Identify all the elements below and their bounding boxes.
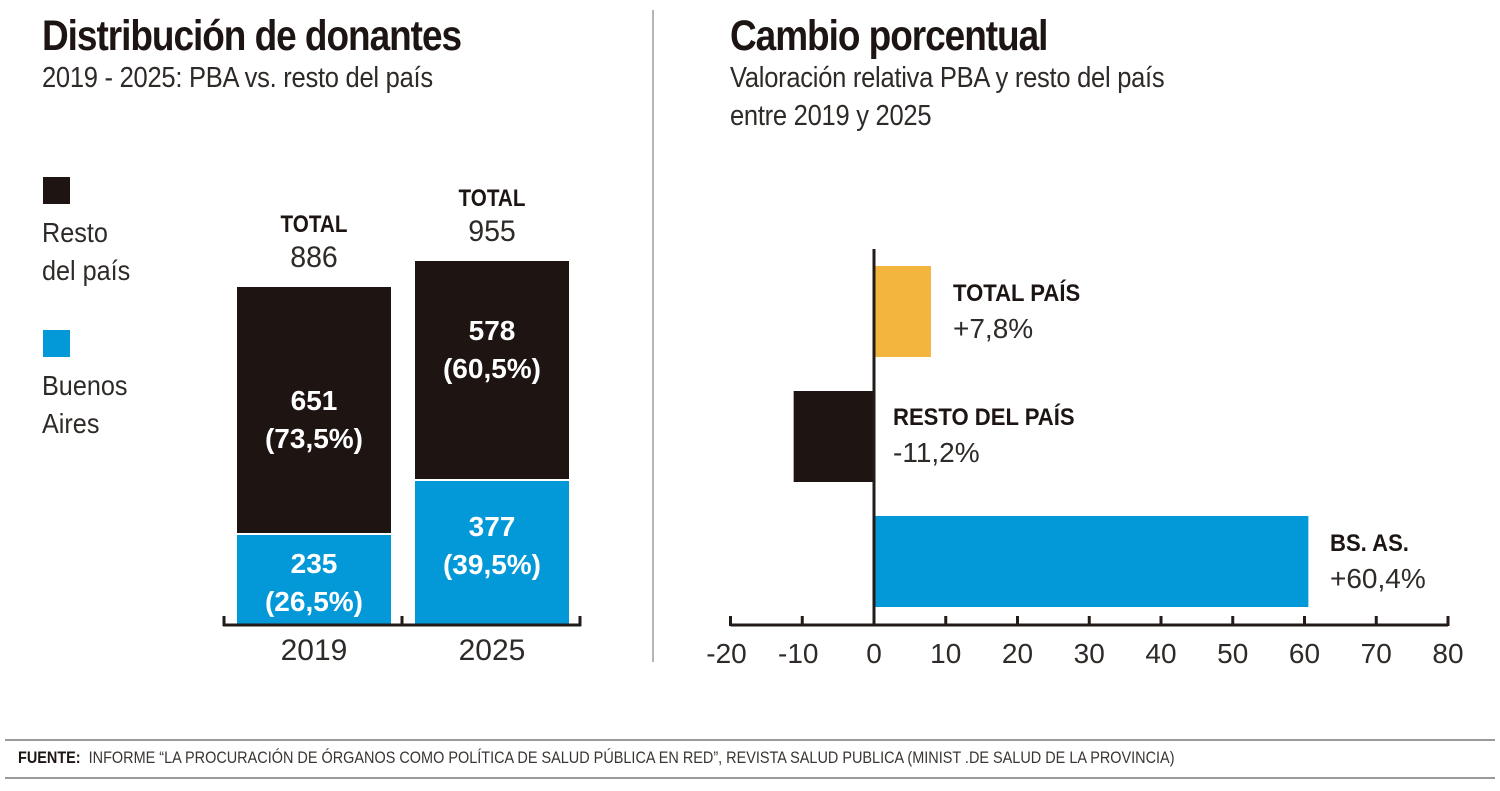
- right-chart-subtitle-line1: Valoración relativa PBA y resto del país: [730, 62, 1165, 94]
- total-label-2025: TOTAL: [458, 184, 526, 212]
- bar-segment-buenos-aires-2025: [415, 481, 569, 624]
- x-tick-label: -20: [706, 638, 747, 669]
- x-tick-label-2025: 2025: [458, 634, 526, 667]
- bar-segment-resto-2019: [237, 287, 391, 534]
- data-label-resto-value: 578: [468, 315, 516, 347]
- data-label-ba-2019: 235 (26,5%): [237, 545, 391, 621]
- x-tick-label: 70: [1360, 638, 1392, 669]
- x-tick-label: 30: [1073, 638, 1105, 669]
- hbar-total-pa-s: [875, 266, 931, 357]
- hbar-category-label: RESTO DEL PAÍS: [893, 404, 1075, 431]
- footer-bottom-rule: [5, 777, 1495, 779]
- stacked-x-axis: [222, 616, 582, 627]
- data-label-resto-2025: 578 (60,5%): [415, 312, 569, 388]
- hbar-bs-as-: [875, 516, 1309, 607]
- horizontal-bar-labels: -20 -10 0 10 20 30 40 50 60 70 80 TOTAL PAÍS +7,8% RE…: [706, 280, 1464, 669]
- data-label-ba-2025: 377 (39,5%): [415, 508, 569, 584]
- x-tick-label-2019: 2019: [280, 634, 348, 667]
- horizontal-bar-chart: [729, 249, 1450, 627]
- bar-segment-resto-2025: [415, 260, 569, 480]
- legend-label-buenos-aires: Buenos Aires: [42, 367, 127, 443]
- hbar-category-label: BS. AS.: [1330, 530, 1409, 557]
- source-text: INFORME “LA PROCURACIÓN DE ÓRGANOS COMO …: [88, 748, 1175, 767]
- data-label-ba-value: 377: [468, 510, 516, 542]
- legend-swatch-resto: [43, 177, 70, 204]
- source-note: FUENTE: INFORME “LA PROCURACIÓN DE ÓRGAN…: [18, 748, 1175, 768]
- total-value-2025: 955: [468, 214, 516, 248]
- legend-label-resto-line2: del país: [42, 255, 131, 286]
- source-label: FUENTE:: [18, 748, 81, 767]
- data-label-resto-2019: 651 (73,5%): [237, 382, 391, 458]
- panel-divider: [652, 10, 654, 662]
- x-tick-label: 60: [1288, 638, 1321, 669]
- footer-top-rule: [5, 739, 1495, 741]
- x-tick-label: 50: [1217, 638, 1249, 669]
- x-tick-label: 20: [1001, 638, 1034, 669]
- data-label-ba-value: 235: [290, 547, 338, 579]
- total-label-2019: TOTAL: [280, 211, 348, 238]
- x-tick-label: 40: [1145, 638, 1177, 669]
- bar-segment-buenos-aires-2019: [237, 535, 391, 624]
- x-tick-label: 0: [866, 638, 882, 669]
- legend-label-ba-line2: Aires: [42, 408, 100, 439]
- legend-label-ba-line1: Buenos: [42, 370, 128, 401]
- data-label-resto-pct: (60,5%): [442, 353, 542, 385]
- hbar-value-label: +60,4%: [1330, 563, 1426, 594]
- hbar-resto-del-pa-s: [793, 391, 874, 482]
- total-value-2019: 886: [290, 241, 338, 274]
- data-label-ba-pct: (26,5%): [264, 585, 364, 617]
- right-chart-subtitle-line2: entre 2019 y 2025: [730, 100, 932, 132]
- legend-label-resto-line1: Resto: [42, 217, 108, 248]
- x-tick-label: -10: [778, 638, 819, 669]
- hbar-category-label: TOTAL PAÍS: [953, 280, 1081, 307]
- legend-label-resto: Resto del país: [42, 214, 130, 290]
- x-tick-label: 80: [1432, 638, 1464, 669]
- hbar-value-label: -11,2%: [893, 437, 980, 468]
- legend-swatch-buenos-aires: [43, 330, 70, 357]
- data-label-ba-pct: (39,5%): [442, 548, 542, 580]
- data-label-resto-value: 651: [290, 385, 338, 417]
- right-chart-title: Cambio porcentual: [730, 12, 1048, 60]
- left-chart-subtitle: 2019 - 2025: PBA vs. resto del país: [42, 62, 433, 94]
- hbar-value-label: +7,8%: [953, 313, 1034, 344]
- data-label-resto-pct: (73,5%): [264, 423, 364, 455]
- x-tick-label: 10: [930, 638, 962, 669]
- left-chart-title: Distribución de donantes: [42, 12, 462, 60]
- stacked-bar-chart: 651 (73,5%) 235 (26,5%) TOTAL 886 2019 578 (60,5…: [0, 0, 650, 700]
